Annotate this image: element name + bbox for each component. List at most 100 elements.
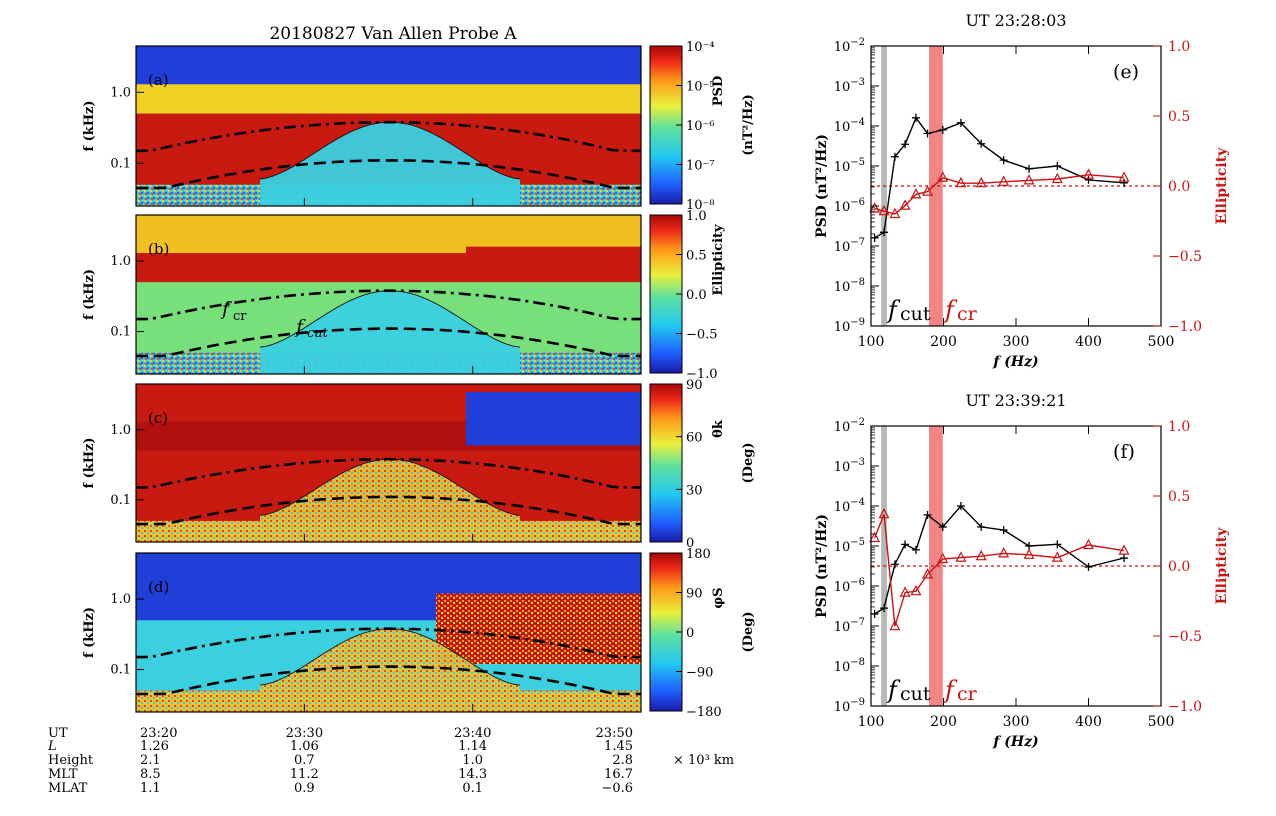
fcut-dashed-curve [136, 665, 641, 696]
ellipticity-point [1083, 168, 1094, 179]
left-y-tick-label: 10−9 [834, 697, 865, 715]
left-y-tick-label: 10−5 [834, 157, 865, 175]
left-y-tick-label: 10−3 [834, 457, 865, 475]
fcr-band [929, 46, 943, 326]
colorbar-tick-label: −1.0 [686, 367, 718, 382]
colorbar-tick-label: 10⁻⁵ [686, 80, 715, 95]
ephemeris-row-label: MLT [48, 767, 78, 782]
ellipticity-point [899, 199, 911, 210]
panel-label: (a) [148, 71, 169, 89]
panel-title: UT 23:39:21 [965, 391, 1066, 410]
psd-point [901, 540, 910, 549]
spectrogram-panel-b: 1.0 0.1 f (kHz) (b) 1.0 0.5 0.0 −0.5 −1.0 Ellipti… [82, 209, 726, 382]
colorbar-tick-label: −0.5 [686, 328, 718, 343]
colorbar: 180 90 0 −90 −180 φS (Deg) [649, 547, 756, 720]
colorbar-label: θk [711, 419, 726, 438]
panel-frame [135, 383, 642, 543]
colorbar-unit: (nT²/Hz) [741, 94, 756, 156]
fcut-annotation-sub: cut [900, 683, 931, 705]
ephemeris-value-l: 1.45 [604, 739, 633, 754]
ellipticity-point [878, 204, 890, 216]
panel-frame [135, 552, 642, 713]
psd-point [1053, 162, 1062, 170]
psd-point [901, 140, 910, 149]
right-y-tick-label: 0.5 [1168, 109, 1190, 125]
ephemeris-value-l: 1.14 [458, 739, 487, 754]
left-y-tick-label: 10−7 [834, 617, 865, 635]
ellipticity-point [937, 552, 949, 564]
line-panel-e: 10−9 10−8 10−7 10−6 10−5 10−4 10−3 10−2 1.0 0.5 0.… [814, 11, 1230, 370]
right-y-tick-label: 1.0 [1168, 419, 1190, 435]
colorbar-tick-label: 90 [686, 587, 703, 602]
x-tick-label: 300 [1003, 714, 1030, 730]
left-y-tick-label: 10−4 [834, 117, 865, 135]
x-axis-label: f (Hz) [992, 734, 1038, 750]
ephemeris-row-label: UT [48, 726, 68, 741]
ellipticity-point [922, 185, 934, 196]
psd-point [938, 522, 947, 531]
ephemeris-value-mlt: 11.2 [290, 767, 319, 782]
colorbar-tick-label: 10⁻⁷ [686, 159, 715, 174]
ephemeris-value-mlt: 14.3 [458, 767, 487, 782]
ephemeris-value-mlat: 1.1 [140, 781, 161, 796]
line-panel-f: 10−9 10−8 10−7 10−6 10−5 10−4 10−3 10−2 1.0 0.5 0.… [814, 391, 1230, 750]
left-y-axis-label: PSD (nT²/Hz) [814, 514, 830, 618]
panel-frame [135, 214, 642, 375]
colorbar-tick-label: −90 [686, 666, 713, 681]
x-tick-label: 100 [858, 334, 885, 350]
height-unit-label: × 10³ km [673, 753, 734, 768]
ellipticity-point [878, 507, 890, 519]
ellipticity-point [899, 586, 911, 597]
ellipticity-point [889, 207, 901, 219]
y-tick-label: 1.0 [110, 423, 131, 438]
left-y-tick-label: 10−7 [834, 237, 865, 255]
right-y-tick-label: −0.5 [1168, 249, 1202, 265]
ephemeris-value-mlat: 0.9 [294, 781, 315, 796]
figure-title: 20180827 Van Allen Probe A [269, 24, 517, 44]
panel-title: UT 23:28:03 [965, 11, 1066, 30]
x-tick-label: 300 [1003, 334, 1030, 350]
panel-label: (e) [1113, 61, 1139, 83]
colorbar-unit: (Deg) [741, 443, 756, 484]
ephemeris-value-ut: 23:40 [454, 726, 491, 741]
colorbar-label: PSD [711, 76, 726, 106]
cutoff-dome-region [260, 290, 520, 374]
ephemeris-value-height: 0.7 [294, 753, 315, 768]
cutoff-dome-region [260, 122, 520, 206]
ellipticity-line [874, 174, 1125, 215]
panel-label: (c) [148, 409, 168, 427]
x-tick-label: 400 [1075, 334, 1102, 350]
ephemeris-value-mlat: −0.6 [601, 781, 633, 796]
left-y-tick-label: 10−9 [834, 317, 865, 335]
psd-point [911, 545, 920, 554]
colorbar-label: φS [711, 587, 726, 608]
ellipticity-point [1118, 171, 1130, 182]
spectrogram-panel-a: 1.0 0.1 f (kHz) (a) 10⁻⁴ 10⁻⁵ 10⁻⁶ 10⁻⁷ 10⁻⁸ PSD (… [82, 40, 756, 213]
colorbar-tick-label: 0 [686, 536, 694, 551]
colorbar-tick-label: 0.5 [686, 249, 707, 264]
right-y-tick-label: −1.0 [1168, 699, 1202, 715]
ellipticity-point [1023, 174, 1035, 185]
ephemeris-row-label: MLAT [48, 781, 88, 796]
psd-point [1120, 554, 1129, 563]
psd-line [874, 116, 1125, 239]
psd-point [1084, 175, 1093, 184]
y-axis-label: f (kHz) [82, 437, 97, 488]
right-y-tick-label: −1.0 [1168, 319, 1202, 335]
ellipticity-point [869, 531, 881, 543]
colorbar: 1.0 0.5 0.0 −0.5 −1.0 Ellipticity [649, 209, 726, 382]
colorbar-tick-label: 1.0 [686, 209, 707, 224]
ellipticity-line [873, 513, 1125, 627]
ephemeris-value-mlat: 0.1 [462, 781, 483, 796]
cutoff-dome-region [260, 459, 520, 542]
panel-label: (d) [148, 578, 169, 596]
psd-point [1120, 178, 1129, 187]
psd-point [938, 125, 947, 134]
left-y-tick-label: 10−8 [834, 277, 865, 295]
left-y-tick-label: 10−6 [834, 197, 865, 215]
psd-point [1084, 562, 1093, 571]
fcut-annotation-f: f [886, 296, 901, 324]
right-y-tick-label: 0.5 [1168, 489, 1190, 505]
psd-point [1053, 540, 1062, 549]
